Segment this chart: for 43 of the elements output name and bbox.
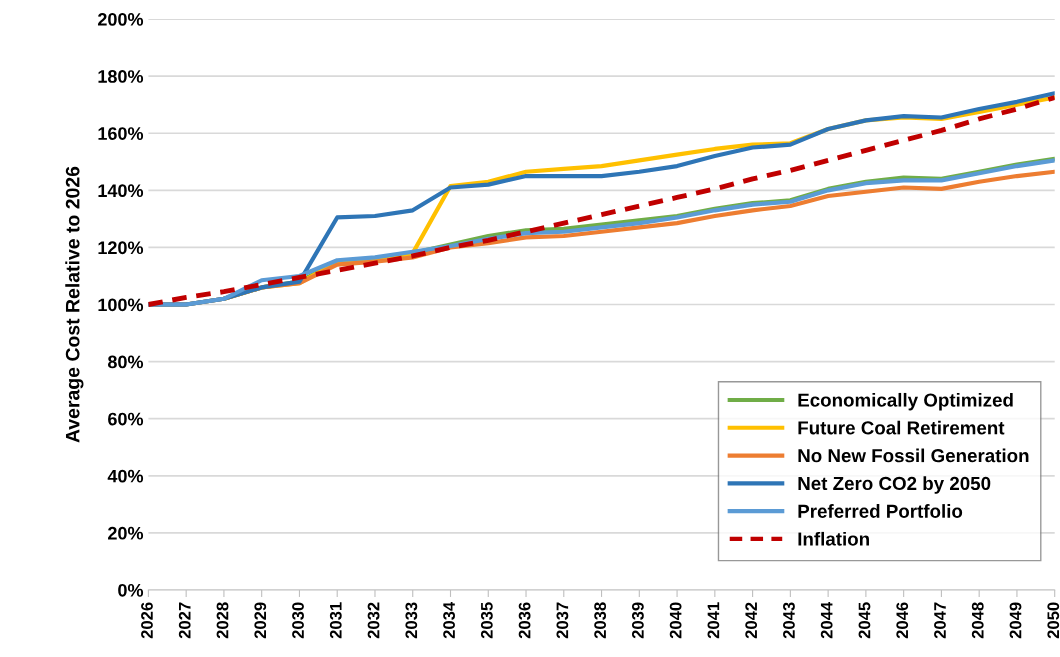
x-tick-label: 2050 xyxy=(1047,602,1060,639)
legend-label: Net Zero CO2 by 2050 xyxy=(798,476,991,494)
x-tick-label: 2030 xyxy=(292,602,304,639)
legend-label: Economically Optimized xyxy=(798,392,1013,411)
y-tick-label: 40% xyxy=(107,469,144,483)
x-tick-label: 2037 xyxy=(556,602,569,639)
x-tick-label: 2033 xyxy=(405,602,418,639)
y-tick-label: 100% xyxy=(98,298,144,312)
x-tick-label: 2032 xyxy=(367,602,380,639)
x-tick-label: 2044 xyxy=(820,601,833,639)
x-tick-label: 2045 xyxy=(858,602,871,639)
x-tick-label: 2031 xyxy=(329,602,342,639)
x-tick-label: 2026 xyxy=(141,602,153,639)
y-tick-label: 20% xyxy=(108,526,144,540)
x-tick-label: 2038 xyxy=(594,602,607,639)
legend-label: Future Coal Retirement xyxy=(798,420,1005,435)
legend-label: No New Fossil Generation xyxy=(798,448,1029,463)
x-tick-label: 2034 xyxy=(443,601,455,639)
x-tick-label: 2029 xyxy=(254,602,267,639)
x-tick-label: 2040 xyxy=(669,602,682,639)
x-tick-label: 2049 xyxy=(1009,602,1022,639)
y-axis-title: Average Cost Relative to 2026 xyxy=(65,166,84,443)
y-tick-label: 200% xyxy=(97,12,144,26)
y-tick-label: 0% xyxy=(118,583,144,597)
x-tick-label: 2036 xyxy=(518,602,531,639)
x-tick-label: 2027 xyxy=(178,602,191,639)
y-tick-label: 160% xyxy=(98,127,144,140)
x-tick-label: 2043 xyxy=(783,602,795,639)
x-tick-label: 2042 xyxy=(745,602,758,639)
y-tick-label: 120% xyxy=(98,241,144,255)
y-tick-label: 180% xyxy=(98,70,144,83)
x-tick-label: 2046 xyxy=(896,602,909,639)
x-tick-label: 2041 xyxy=(707,602,720,639)
y-tick-label: 140% xyxy=(98,184,144,198)
x-tick-label: 2047 xyxy=(934,602,946,639)
y-tick-label: 60% xyxy=(108,412,144,426)
y-tick-label: 80% xyxy=(107,355,144,369)
x-tick-label: 2028 xyxy=(216,602,229,639)
x-tick-label: 2048 xyxy=(971,602,984,639)
x-tick-label: 2035 xyxy=(480,602,493,639)
x-tick-label: 2039 xyxy=(631,602,644,639)
legend-label: Inflation xyxy=(798,531,869,546)
legend-label: Preferred Portfolio xyxy=(798,504,963,518)
